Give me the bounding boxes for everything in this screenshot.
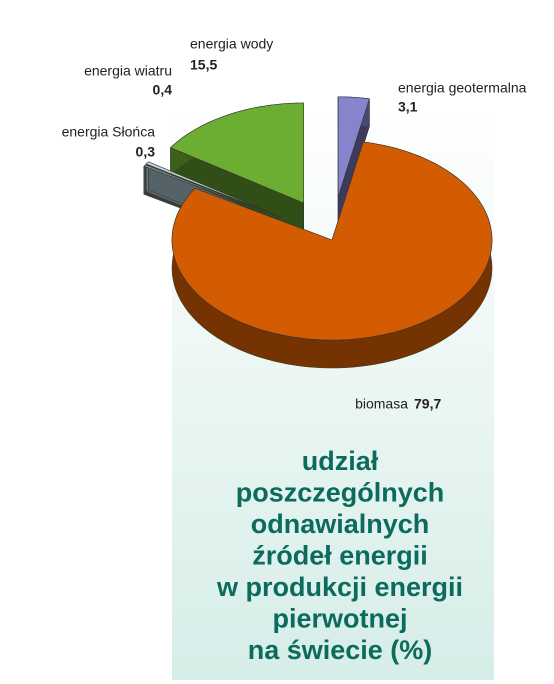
slice: [145, 161, 282, 218]
chart-title: pierwotnej: [272, 604, 407, 634]
chart-title: poszczególnych: [236, 478, 445, 508]
chart-title: źródeł energii: [252, 541, 428, 571]
labels: energia geotermalna 3,1 biomasa 79,7 energia…: [62, 36, 527, 412]
chart-title: w produkcji energii: [216, 572, 463, 602]
value-label: 0,3: [136, 144, 156, 160]
value-label: 0,4: [153, 82, 173, 98]
slice-label: energia wiatru: [84, 63, 172, 79]
pie: [143, 96, 493, 369]
chart-title: odnawialnych: [251, 509, 430, 539]
chart-title: udział: [302, 446, 379, 476]
slice: [337, 96, 370, 197]
slice: [143, 164, 282, 219]
slice-label: energia Słońca: [62, 124, 156, 140]
slice-side: [143, 164, 146, 195]
value-label: 79,7: [414, 396, 441, 412]
value-label: 3,1: [398, 99, 418, 115]
value-label: 15,5: [190, 57, 217, 73]
slice: [171, 141, 493, 341]
slice-label: biomasa: [355, 396, 408, 412]
slice-label: energia geotermalna: [398, 80, 527, 96]
slice: [169, 102, 304, 204]
chart-title: na świecie (%): [248, 635, 433, 665]
slice-label: energia wody: [190, 36, 273, 52]
